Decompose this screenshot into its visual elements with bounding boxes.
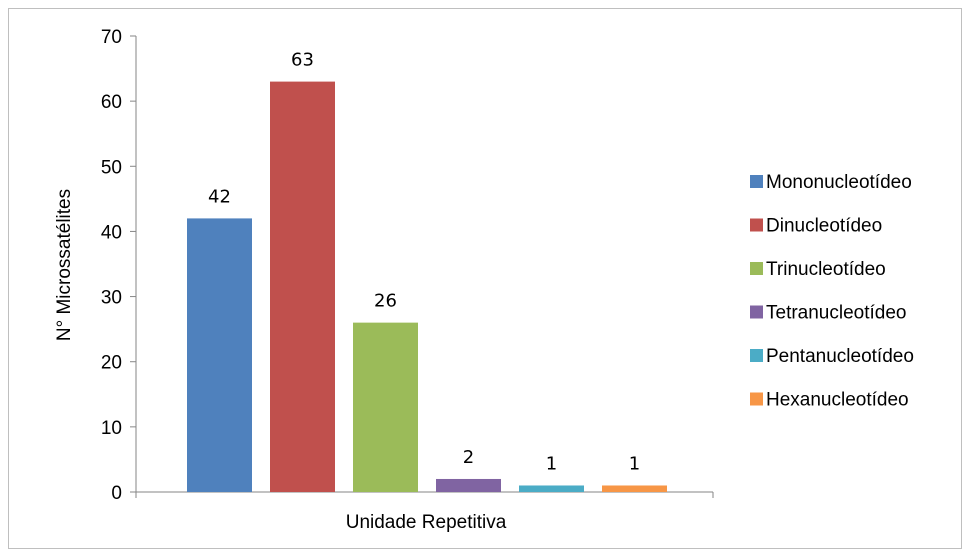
legend-label-2: Dinucleotídeo bbox=[766, 216, 882, 237]
legend-swatch-5 bbox=[750, 349, 763, 362]
y-tick-label: 20 bbox=[101, 353, 122, 374]
bar-4 bbox=[436, 478, 501, 492]
y-axis-title: N° Microssatélites bbox=[54, 189, 75, 341]
data-label-5: 1 bbox=[546, 453, 557, 474]
data-label-4: 2 bbox=[463, 447, 474, 468]
legend-label-1: Mononucleotídeo bbox=[766, 172, 912, 193]
bar-2 bbox=[270, 81, 335, 492]
legend-swatch-6 bbox=[750, 392, 763, 406]
data-labels: 42 63 26 2 1 1 bbox=[208, 50, 640, 475]
y-tick-label: 0 bbox=[111, 483, 122, 504]
y-tick-label: 50 bbox=[101, 157, 122, 178]
bar-3 bbox=[353, 322, 418, 492]
legend-label-4: Tetranucleotídeo bbox=[766, 303, 907, 324]
chart-frame bbox=[8, 8, 962, 549]
legend-swatch-4 bbox=[750, 305, 763, 319]
legend-label-5: Pentanucleotídeo bbox=[766, 346, 914, 367]
bar-5 bbox=[519, 485, 584, 492]
y-tick-label: 60 bbox=[101, 92, 122, 113]
y-tick-label: 10 bbox=[101, 418, 122, 439]
data-label-6: 1 bbox=[629, 453, 640, 474]
y-tick-label: 30 bbox=[101, 288, 122, 309]
legend: Mononucleotídeo Dinucleotídeo Trinucleotíd… bbox=[750, 172, 914, 411]
data-label-2: 63 bbox=[291, 50, 314, 71]
legend-label-6: Hexanucleotídeo bbox=[766, 390, 909, 411]
legend-swatch-1 bbox=[750, 175, 763, 188]
x-axis-title: Unidade Repetitiva bbox=[346, 512, 507, 533]
legend-swatch-3 bbox=[750, 262, 763, 275]
bar-1 bbox=[187, 218, 252, 492]
y-tick-label: 70 bbox=[101, 27, 122, 48]
data-label-1: 42 bbox=[208, 186, 231, 207]
data-label-3: 26 bbox=[374, 291, 397, 312]
legend-swatch-2 bbox=[750, 218, 763, 232]
legend-label-3: Trinucleotídeo bbox=[766, 259, 886, 280]
bars bbox=[187, 81, 667, 492]
bar-6 bbox=[602, 485, 667, 492]
y-tick-label: 40 bbox=[101, 222, 122, 243]
